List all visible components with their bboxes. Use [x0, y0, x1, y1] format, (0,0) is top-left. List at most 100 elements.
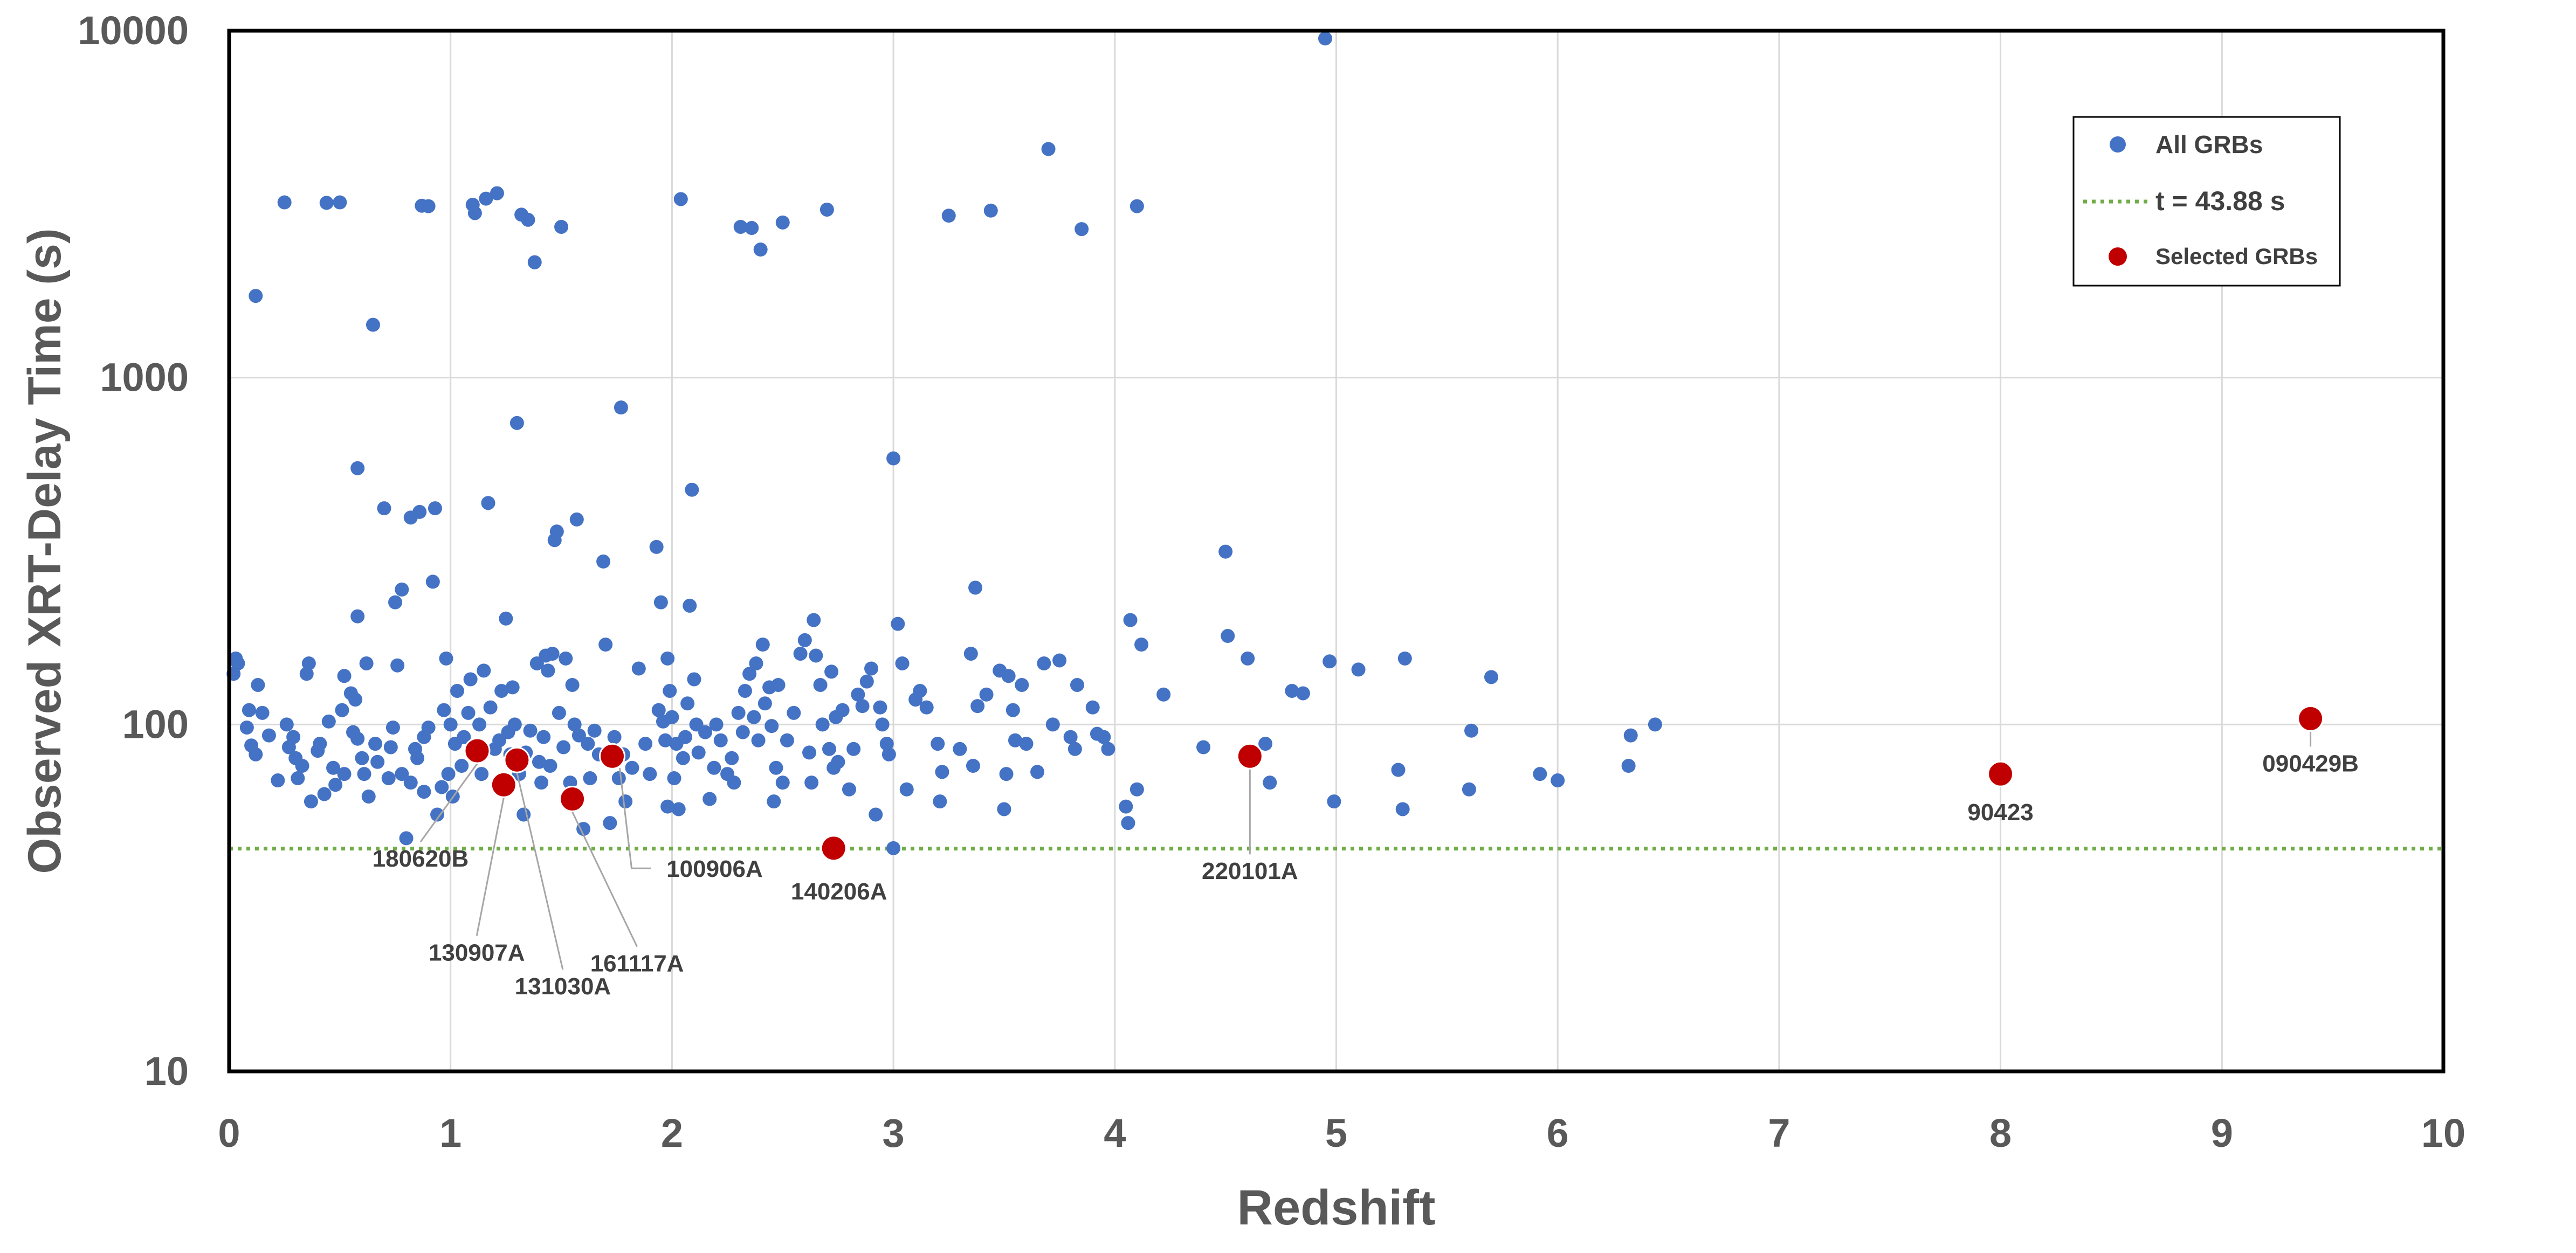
all-grb-point [698, 725, 713, 739]
all-grb-point [673, 192, 688, 206]
all-grb-point [1041, 142, 1056, 156]
selected-grb-point [599, 743, 626, 770]
all-grb-point [479, 191, 493, 206]
annotation-leader-lines [419, 731, 2312, 970]
x-tick-label: 7 [1768, 1111, 1790, 1155]
all-grb-point [824, 664, 839, 679]
grb-label-161117a: 161117A [590, 951, 684, 977]
all-grb-point [757, 696, 772, 711]
all-grb-point [979, 687, 994, 702]
grid-lines [229, 31, 2443, 1071]
x-tick-label: 6 [1547, 1111, 1569, 1155]
all-grb-point [802, 745, 817, 760]
all-grb-point [676, 751, 690, 765]
all-grb-point [1196, 740, 1211, 754]
all-grb-point [390, 658, 405, 673]
all-grb-point [1134, 638, 1149, 652]
all-grb-point [813, 677, 828, 692]
all-grb-point [1052, 653, 1067, 668]
all-grb-point [255, 705, 270, 720]
y-axis-title: Observed XRT-Delay Time (s) [19, 228, 71, 874]
all-grb-point [1121, 816, 1135, 830]
all-grb-point [1063, 730, 1078, 744]
all-grb-point [822, 742, 836, 756]
all-grb-point [745, 221, 759, 236]
all-grb-point [891, 617, 905, 631]
all-grb-point [953, 742, 967, 756]
all-grb-point [738, 683, 752, 698]
all-grb-point [747, 710, 761, 724]
all-grb-point [966, 759, 980, 773]
all-grb-point [859, 674, 874, 689]
all-grb-point [335, 703, 349, 717]
all-grb-point [775, 215, 790, 230]
all-grb-point [509, 416, 524, 430]
all-grb-point [430, 807, 445, 822]
selected-grb-point [820, 835, 847, 862]
annotation-leader [619, 768, 651, 869]
all-grb-point [399, 831, 414, 846]
all-grb-point [474, 767, 489, 781]
all-grb-point [1263, 776, 1277, 790]
all-grb-point [556, 740, 571, 754]
all-grb-point [437, 703, 451, 717]
all-grb-point [454, 759, 469, 773]
all-grb-point [1037, 656, 1051, 670]
all-grb-point [554, 219, 569, 234]
grb-label-131030a: 131030A [515, 973, 611, 1000]
x-tick-label: 1 [439, 1111, 462, 1155]
all-grb-point [815, 717, 830, 732]
selected-grb-point [504, 746, 531, 773]
all-grb-point [835, 703, 850, 717]
legend-selected-grbs-marker [2109, 247, 2127, 266]
all-grb-point [321, 714, 336, 729]
all-grb-point [707, 760, 721, 775]
selected-grb-point [1987, 760, 2014, 787]
all-grb-point [421, 720, 436, 735]
grb-label-90423: 90423 [1967, 799, 2033, 826]
selected-grb-point [490, 771, 517, 798]
all-grb-point [873, 700, 887, 715]
all-grb-point [842, 782, 856, 797]
all-grb-point [552, 705, 566, 720]
all-grb-point [1019, 737, 1034, 751]
grb-label-130907a: 130907A [429, 939, 525, 966]
all-grb-point [242, 703, 256, 717]
all-grb-point [1464, 723, 1479, 738]
all-grb-point [317, 787, 332, 801]
all-grb-point [304, 794, 318, 809]
all-grb-point [886, 841, 901, 855]
all-grb-point [337, 767, 352, 781]
all-grb-point [350, 609, 365, 624]
all-grb-point [649, 539, 664, 554]
all-grb-point [1462, 782, 1476, 797]
all-grb-point [727, 776, 741, 790]
all-grb-point [1045, 717, 1060, 732]
all-grb-point [377, 501, 391, 516]
all-grb-point [569, 512, 584, 527]
all-grb-point [1551, 773, 1565, 788]
all-grb-point [775, 776, 790, 790]
all-grb-point [357, 767, 371, 781]
all-grb-point [1484, 670, 1498, 684]
all-grb-point [780, 733, 794, 747]
all-grb-point [631, 661, 646, 676]
all-grb-point [333, 195, 347, 210]
all-grb-point [691, 745, 706, 760]
all-grb-point [735, 725, 750, 739]
all-grb-point [1621, 759, 1636, 773]
legend-all-grbs-marker [2110, 136, 2126, 153]
all-grb-point [864, 661, 879, 676]
all-grb-point [481, 496, 495, 510]
y-tick-label: 100 [122, 702, 189, 746]
all-grb-point [439, 651, 453, 666]
all-grb-point [541, 663, 555, 678]
all-grb-point [1218, 544, 1233, 559]
all-grb-point [970, 699, 985, 714]
all-grb-point [450, 683, 465, 698]
all-grb-point [587, 723, 602, 738]
all-grb-point [412, 504, 427, 519]
all-grb-point [1221, 629, 1235, 643]
all-grb-point [565, 677, 580, 692]
all-grb-point [261, 728, 276, 743]
